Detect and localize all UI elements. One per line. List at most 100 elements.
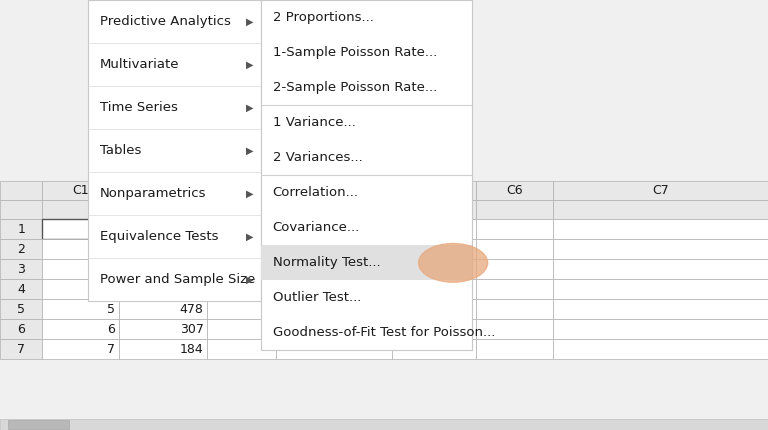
Text: 6: 6 — [108, 322, 115, 336]
Text: 184: 184 — [180, 343, 204, 356]
Bar — [553, 299, 768, 319]
Bar — [119, 279, 207, 299]
Bar — [119, 339, 207, 359]
Bar — [0, 419, 768, 430]
Bar — [553, 240, 768, 259]
Text: 1: 1 — [17, 223, 25, 236]
Bar — [42, 339, 119, 359]
Text: 5: 5 — [108, 303, 115, 316]
Bar — [207, 319, 276, 339]
Bar — [0, 181, 42, 200]
Bar — [476, 181, 553, 200]
Text: Power and Sample Size: Power and Sample Size — [100, 273, 255, 286]
Bar — [42, 299, 119, 319]
Text: 2 Variances...: 2 Variances... — [273, 151, 362, 164]
Text: 5: 5 — [17, 303, 25, 316]
Text: Correlation...: Correlation... — [273, 186, 359, 199]
Text: 2: 2 — [17, 243, 25, 256]
Bar — [207, 279, 276, 299]
Bar — [392, 339, 476, 359]
Text: 4: 4 — [17, 283, 25, 296]
Bar — [476, 339, 553, 359]
Text: 1-Sample Poisson Rate...: 1-Sample Poisson Rate... — [273, 46, 437, 59]
Text: C1: C1 — [72, 184, 89, 197]
Text: 2-Sample Poisson Rate...: 2-Sample Poisson Rate... — [273, 81, 437, 94]
Bar — [553, 279, 768, 299]
Bar — [276, 200, 392, 219]
Text: ▶: ▶ — [246, 16, 253, 27]
Bar — [42, 200, 119, 219]
Bar — [119, 299, 207, 319]
Bar — [0, 279, 42, 299]
Text: Family ID: Family ID — [134, 184, 192, 197]
Text: 1 Variance...: 1 Variance... — [273, 116, 356, 129]
Text: ▶: ▶ — [246, 274, 253, 285]
Bar — [207, 240, 276, 259]
Bar — [42, 259, 119, 279]
Bar — [476, 200, 553, 219]
Bar — [392, 219, 476, 240]
Circle shape — [419, 243, 488, 282]
Bar — [392, 181, 476, 200]
Text: Normality Test...: Normality Test... — [273, 256, 380, 269]
Bar — [276, 219, 392, 240]
Bar — [207, 219, 276, 240]
Text: ▶: ▶ — [246, 102, 253, 113]
Bar — [392, 240, 476, 259]
Bar — [476, 240, 553, 259]
Bar — [119, 319, 207, 339]
Text: 574: 574 — [180, 243, 204, 256]
Bar — [0, 339, 42, 359]
Bar — [119, 200, 207, 219]
Text: Nonparametrics: Nonparametrics — [100, 187, 207, 200]
Text: C7: C7 — [652, 184, 669, 197]
Text: 307: 307 — [180, 322, 204, 336]
Text: 3: 3 — [108, 263, 115, 276]
Bar — [476, 259, 553, 279]
Bar — [0, 259, 42, 279]
Bar — [392, 200, 476, 219]
Bar — [553, 339, 768, 359]
Bar — [207, 299, 276, 319]
Bar — [207, 259, 276, 279]
Bar — [392, 279, 476, 299]
Text: Goodness-of-Fit Test for Poisson...: Goodness-of-Fit Test for Poisson... — [273, 326, 495, 339]
Text: Multivariate: Multivariate — [100, 58, 180, 71]
Bar — [276, 259, 392, 279]
Bar — [553, 200, 768, 219]
Text: Time Series: Time Series — [100, 101, 177, 114]
Bar — [8, 420, 69, 429]
Text: 478: 478 — [180, 303, 204, 316]
Text: C6: C6 — [506, 184, 523, 197]
Bar — [276, 181, 392, 200]
Bar — [276, 240, 392, 259]
Text: 2: 2 — [108, 243, 115, 256]
Bar — [42, 181, 119, 200]
Bar — [207, 339, 276, 359]
Text: 4: 4 — [108, 283, 115, 296]
Text: ▶: ▶ — [246, 188, 253, 199]
Bar — [276, 339, 392, 359]
Bar — [392, 299, 476, 319]
Bar — [276, 299, 392, 319]
Bar — [392, 259, 476, 279]
Text: 7: 7 — [17, 343, 25, 356]
Bar — [42, 240, 119, 259]
Bar — [119, 259, 207, 279]
Bar — [0, 219, 42, 240]
Bar — [553, 181, 768, 200]
Text: 250: 250 — [180, 283, 204, 296]
Text: 6: 6 — [17, 322, 25, 336]
Bar — [207, 200, 276, 219]
Bar — [392, 319, 476, 339]
Text: ▶: ▶ — [246, 145, 253, 156]
Bar — [476, 299, 553, 319]
Bar — [261, 0, 472, 350]
Bar — [42, 319, 119, 339]
Text: Covariance...: Covariance... — [273, 221, 360, 234]
Text: Family ID: Family ID — [134, 203, 192, 216]
Bar — [553, 259, 768, 279]
Bar — [553, 319, 768, 339]
Text: 1: 1 — [108, 223, 115, 236]
Text: Tables: Tables — [100, 144, 141, 157]
